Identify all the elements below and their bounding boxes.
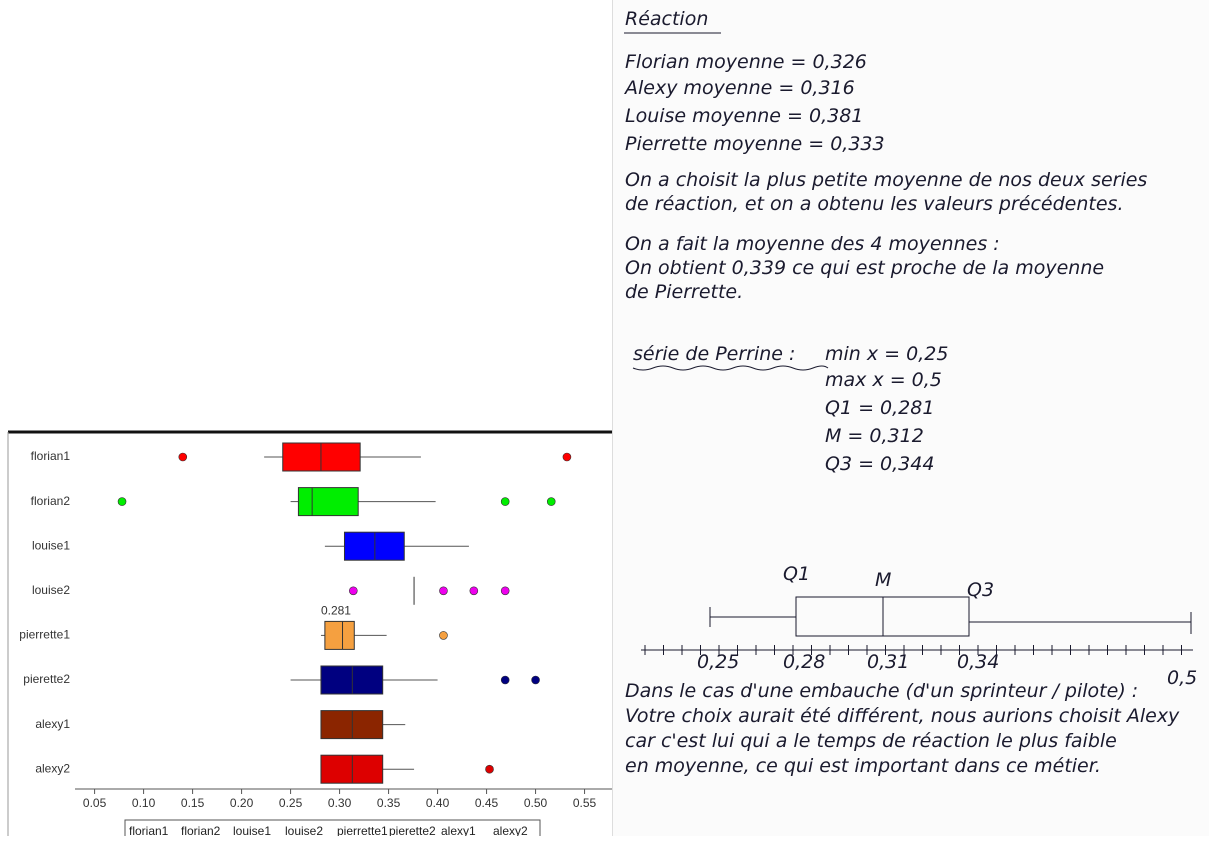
legend-entry: alexy2 (493, 824, 528, 836)
x-tick-label: 0.25 (279, 796, 303, 810)
x-tick-label: 0.35 (377, 796, 401, 810)
paragraph-line: On a choisit la plus petite moyenne de n… (625, 169, 1147, 191)
legend-label: pierette2 (389, 824, 436, 836)
mean-line: Pierrette moyenne = 0,333 (625, 133, 885, 155)
legend-label: florian1 (129, 824, 169, 836)
outlier (546, 497, 556, 506)
legend-label: pierrette1 (337, 824, 388, 836)
legend-entry: louise1 (233, 824, 271, 836)
outlier (500, 675, 510, 685)
legend-box (124, 819, 541, 836)
x-tick-label: 0.10 (132, 796, 156, 810)
stat-line: M = 0,312 (825, 425, 924, 447)
doc-title: Réaction (625, 8, 708, 30)
document: Réaction Florian moyenne = 0,326 Alexy moy… (612, 0, 1209, 836)
outlier (439, 586, 448, 596)
category-label: florian1 (31, 449, 71, 463)
paragraph-line: de Pierrette. (625, 281, 743, 303)
category-label: alexy1 (35, 717, 70, 731)
legend-label: louise1 (233, 824, 271, 836)
box (297, 487, 359, 517)
sketch-axis-label: 0,34 (957, 651, 999, 673)
x-tick-label: 0.30 (328, 796, 352, 810)
category-label: pierrette1 (19, 628, 70, 642)
legend-entry: florian2 (181, 824, 221, 836)
stat-line: Q3 = 0,344 (825, 453, 934, 475)
series-heading: série de Perrine : (633, 343, 795, 365)
legend-label: florian2 (181, 824, 221, 836)
conclusion-line: car c'est lui qui a le temps de réaction… (625, 730, 1117, 752)
box (324, 620, 355, 650)
legend-entry: florian1 (129, 824, 169, 836)
legend-entry: alexy1 (441, 824, 476, 836)
mean-line: Alexy moyenne = 0,316 (623, 77, 855, 99)
x-tick-label: 0.50 (524, 796, 548, 810)
outlier (348, 586, 358, 596)
outlier (469, 586, 479, 596)
sketch-axis-label: 0,25 (697, 651, 739, 673)
stat-line: max x = 0,5 (825, 369, 942, 391)
x-tick-label: 0.55 (573, 796, 597, 810)
outlier (562, 452, 572, 462)
outlier (485, 764, 494, 774)
stat-line: Q1 = 0,281 (825, 397, 934, 419)
x-tick-label: 0.20 (230, 796, 254, 810)
sketch-axis-label: 0,28 (783, 651, 825, 673)
legend-label: alexy1 (441, 824, 476, 836)
handwritten-page: Réaction Florian moyenne = 0,326 Alexy moy… (623, 8, 1197, 777)
conclusion-line: Dans le cas d'une embauche (d'un sprinte… (625, 680, 1138, 702)
sketch-label: Q3 (967, 579, 994, 601)
x-tick-label: 0.15 (181, 796, 205, 810)
annotation: 0.281 (321, 604, 351, 618)
heading-underline (632, 365, 829, 371)
legend-entry: louise2 (285, 824, 323, 836)
sketch-label: Q1 (783, 563, 810, 585)
category-label: pierette2 (23, 672, 70, 686)
mean-line: Louise moyenne = 0,381 (625, 105, 863, 127)
outlier (178, 452, 188, 462)
paragraph-line: On obtient 0,339 ce qui est proche de la… (625, 257, 1104, 279)
outlier (500, 497, 510, 506)
mean-line: Florian moyenne = 0,326 (625, 51, 867, 73)
category-label: louise2 (32, 583, 70, 597)
paragraph-line: On a fait la moyenne des 4 moyennes : (625, 233, 1000, 255)
category-label: louise1 (32, 538, 70, 552)
legend-label: louise2 (285, 824, 323, 836)
stat-line: min x = 0,25 (825, 343, 948, 365)
outlier (117, 497, 127, 506)
sketch-label: M (875, 569, 891, 591)
legend-entry: pierette2 (389, 824, 436, 836)
category-label: florian2 (31, 494, 71, 508)
sketch-boxplot (641, 596, 1193, 655)
outlier (439, 631, 448, 640)
chart: 0.05 0.10 0.15 0.20 0.25 0.30 0.35 0.40 0.45 0.50… (7, 430, 612, 836)
sketch-axis-label: 0,5 (1167, 667, 1197, 689)
paragraph-line: de réaction, et on a obtenu les valeurs … (625, 193, 1124, 215)
category-label: alexy2 (35, 761, 70, 775)
conclusion-line: en moyenne, ce qui est important dans ce… (625, 755, 1101, 777)
sketch-axis-label: 0,31 (867, 651, 909, 673)
legend-label: alexy2 (493, 824, 528, 836)
x-tick-label: 0.45 (475, 796, 499, 810)
outlier (531, 675, 540, 685)
outlier (500, 586, 510, 596)
legend-entry: pierrette1 (337, 824, 388, 836)
conclusion-line: Votre choix aurait été différent, nous a… (625, 705, 1180, 727)
x-tick-label: 0.05 (83, 796, 107, 810)
x-tick-label: 0.40 (426, 796, 450, 810)
